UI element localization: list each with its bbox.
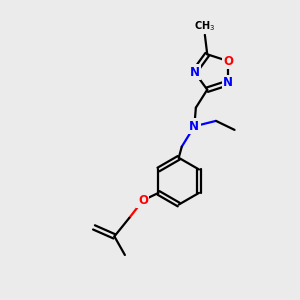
Text: N: N (189, 65, 200, 79)
Text: CH$_3$: CH$_3$ (194, 20, 215, 33)
Text: N: N (223, 76, 233, 89)
Text: O: O (138, 194, 148, 207)
Text: O: O (223, 55, 233, 68)
Text: N: N (189, 120, 200, 133)
